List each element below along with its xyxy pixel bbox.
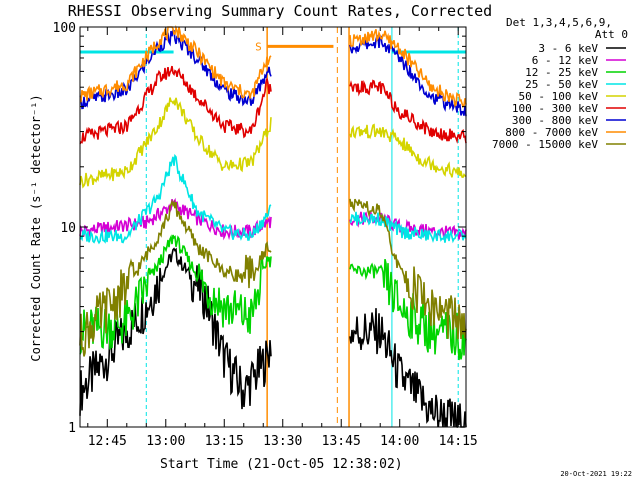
series-line	[349, 210, 467, 240]
axes-layer: 12:45 13:00 13:15 13:30 13:45 14:00 14:15 1 10 10…	[53, 21, 478, 449]
series-line	[349, 29, 467, 109]
series-line	[79, 97, 272, 189]
legend-header-line-1: Det 1,3,4,5,6,9,	[506, 16, 612, 29]
legend-label: 25 - 50 keV	[525, 78, 598, 91]
series-50-100keV	[79, 97, 467, 189]
y-axis-label: Corrected Count Rate (s⁻¹ detector⁻¹)	[29, 94, 43, 361]
series-line	[349, 259, 467, 361]
x-tick-label: 14:00	[380, 434, 419, 449]
legend-label: 6 - 12 keV	[532, 54, 599, 67]
legend-label: 800 - 7000 keV	[505, 126, 598, 139]
series-line	[79, 153, 272, 245]
legend-label: 12 - 25 keV	[525, 66, 598, 79]
series-line	[79, 234, 272, 355]
y-tick-label: 1	[68, 421, 76, 436]
series-line	[349, 211, 467, 244]
y-tick-label: 100	[53, 21, 76, 36]
series-300-800keV	[79, 29, 467, 117]
series-line	[349, 308, 467, 429]
chart-title: RHESSI Observing Summary Count Rates, Co…	[68, 2, 492, 20]
series-line	[349, 79, 467, 145]
series-7000-15000keV	[79, 198, 467, 357]
x-axis-label: Start Time (21-Oct-05 12:38:02)	[160, 457, 403, 472]
legend-label: 100 - 300 keV	[512, 102, 598, 115]
legend-header-line-2: Att 0	[595, 28, 628, 41]
x-tick-label: 13:00	[146, 434, 185, 449]
series-line	[80, 24, 272, 103]
series-line	[349, 34, 467, 117]
annotation-layer: S	[79, 27, 466, 427]
series-line	[79, 65, 272, 145]
legend-label: 7000 - 15000 keV	[492, 138, 598, 151]
series-12-25keV	[79, 234, 467, 361]
series-line	[79, 199, 272, 357]
series-line	[79, 29, 272, 110]
legend-label: 3 - 6 keV	[538, 42, 598, 55]
legend-label: 50 - 100 keV	[519, 90, 599, 103]
legend-label: 300 - 800 keV	[512, 114, 598, 127]
footer-timestamp: 20-Oct-2021 19:22	[560, 470, 632, 478]
series-line	[79, 247, 272, 416]
series-line	[349, 198, 467, 340]
x-tick-label: 14:15	[439, 434, 478, 449]
series-25-50keV	[79, 153, 467, 245]
x-tick-label: 13:30	[263, 434, 302, 449]
x-tick-label: 13:45	[322, 434, 361, 449]
series-3-6keV	[79, 247, 467, 429]
flag-span-label: S	[255, 40, 262, 53]
plot-frame	[79, 26, 467, 428]
series-100-300keV	[79, 65, 467, 145]
series-800-7000keV	[80, 24, 467, 109]
x-tick-label: 13:15	[205, 434, 244, 449]
x-tick-label: 12:45	[88, 434, 127, 449]
y-tick-label: 10	[60, 221, 76, 236]
series-line	[349, 123, 467, 179]
series-layer	[79, 24, 467, 429]
